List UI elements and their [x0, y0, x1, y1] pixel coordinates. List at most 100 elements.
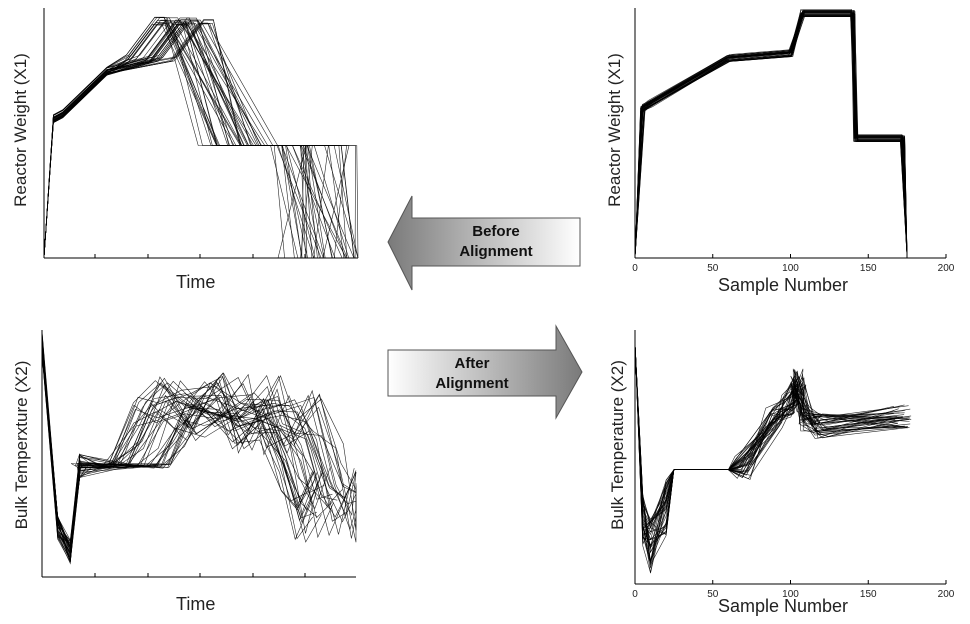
x-axis-label: Sample Number	[718, 275, 849, 295]
trajectory-line	[634, 342, 895, 541]
trajectory-line	[634, 342, 897, 574]
chart-bulk-temperature-sample: 0 50 100 150 200	[632, 330, 955, 600]
trajectory-line	[41, 337, 357, 551]
trajectory-line	[634, 342, 908, 540]
trajectory-line	[41, 348, 315, 562]
trajectory-line	[634, 342, 898, 569]
chart-reactor-weight-time	[43, 8, 359, 259]
trajectory-line	[41, 349, 318, 556]
trajectory-line	[634, 342, 906, 546]
arrow-after-line2: Alignment	[435, 375, 508, 392]
trajectory-line	[634, 342, 902, 554]
trajectory-line	[41, 330, 331, 542]
trajectory-line	[43, 17, 358, 259]
trajectory-line	[634, 342, 909, 566]
trajectory-line	[634, 10, 908, 259]
trajectory-line	[43, 23, 358, 259]
trajectory-line	[634, 342, 910, 564]
arrow-after-line1: After	[454, 355, 489, 372]
trajectory-line	[634, 342, 911, 541]
trajectory-line	[634, 342, 907, 524]
trajectory-line	[41, 351, 346, 547]
trajectory-line	[634, 342, 897, 573]
trajectory-line	[634, 14, 908, 259]
trajectory-line	[634, 342, 912, 536]
trajectory-line	[634, 13, 908, 259]
chart-panel-top-left: Reactor Weight (X1) Time	[0, 0, 380, 300]
x-axis-label: Sample Number	[718, 596, 849, 616]
trajectory-line	[634, 342, 905, 549]
trajectory-line	[634, 342, 900, 535]
trajectory-line	[43, 23, 359, 259]
x-axis-label: Time	[176, 594, 216, 614]
trajectory-line	[634, 342, 909, 532]
trajectory-line	[634, 342, 898, 563]
arrow-left-before-alignment: Before Alignment	[387, 195, 581, 291]
trajectory-line	[41, 353, 352, 544]
trajectory-line	[634, 342, 911, 547]
trajectory-line	[634, 342, 905, 563]
trajectory-line	[634, 15, 908, 259]
x-axis-label: Time	[176, 272, 216, 292]
trajectory-line	[634, 9, 908, 259]
x-tick-label: 200	[938, 263, 955, 274]
trajectory-line	[43, 23, 358, 259]
trajectory-line	[41, 335, 313, 562]
trajectory-line	[41, 334, 312, 561]
trajectory-line	[634, 342, 908, 545]
x-tick-label: 0	[632, 589, 638, 600]
x-tick-label: 150	[860, 589, 877, 600]
arrow-before-line2: Alignment	[459, 243, 532, 260]
trajectory-line	[43, 23, 341, 259]
trajectory-line	[634, 342, 910, 531]
trajectory-line	[41, 334, 357, 550]
trajectory-line	[41, 338, 322, 565]
trajectory-line	[43, 19, 358, 259]
trajectory-line	[634, 342, 896, 550]
trajectory-line	[41, 338, 357, 548]
trajectory-line	[43, 22, 359, 259]
arrow-before-line1: Before	[472, 223, 520, 240]
trajectory-line	[634, 342, 910, 562]
trajectory-line	[634, 342, 896, 547]
trajectory-line	[43, 17, 358, 259]
trajectory-line	[43, 23, 358, 259]
trajectory-line	[634, 12, 908, 259]
trajectory-line	[634, 342, 908, 540]
x-tick-label: 150	[860, 263, 877, 274]
trajectory-line	[43, 20, 354, 259]
trajectory-line	[634, 342, 910, 563]
trajectory-line	[43, 22, 358, 259]
trajectory-line	[43, 21, 358, 259]
chart-bulk-temperature-time	[41, 330, 357, 578]
trajectory-line	[43, 23, 358, 259]
trajectory-line	[43, 24, 358, 259]
trajectory-line	[43, 19, 358, 259]
trajectory-line	[41, 349, 331, 549]
trajectory-line	[43, 24, 358, 259]
trajectory-line	[43, 17, 346, 259]
trajectory-line	[634, 342, 905, 533]
trajectory-line	[43, 17, 358, 259]
trajectory-line	[43, 24, 358, 259]
trajectory-line	[41, 342, 357, 542]
arrow-right-after-alignment: After Alignment	[387, 324, 583, 420]
chart-reactor-weight-sample: 0 50 100 150 200	[632, 8, 955, 274]
trajectory-line	[41, 350, 334, 558]
trajectory-line	[634, 9, 908, 259]
trajectory-line	[41, 351, 317, 543]
trajectory-line	[43, 16, 358, 259]
trajectory-line	[43, 21, 358, 259]
x-tick-label: 50	[707, 263, 719, 274]
trajectory-line	[41, 337, 355, 556]
trajectory-line	[634, 342, 912, 531]
trajectory-line	[41, 341, 323, 552]
chart-panel-top-right: Reactor Weight (X1) 0 50 100 150 200 Sample …	[590, 0, 970, 300]
x-tick-label: 100	[782, 589, 799, 600]
trajectory-line	[41, 336, 357, 562]
trajectory-line	[43, 17, 358, 259]
trajectory-line	[43, 22, 338, 259]
trajectory-line	[634, 342, 905, 561]
chart-panel-bottom-right: Bulk Temperature (X2) 0 50 100 150 200 Sampl…	[590, 320, 970, 624]
x-tick-label: 100	[782, 263, 799, 274]
